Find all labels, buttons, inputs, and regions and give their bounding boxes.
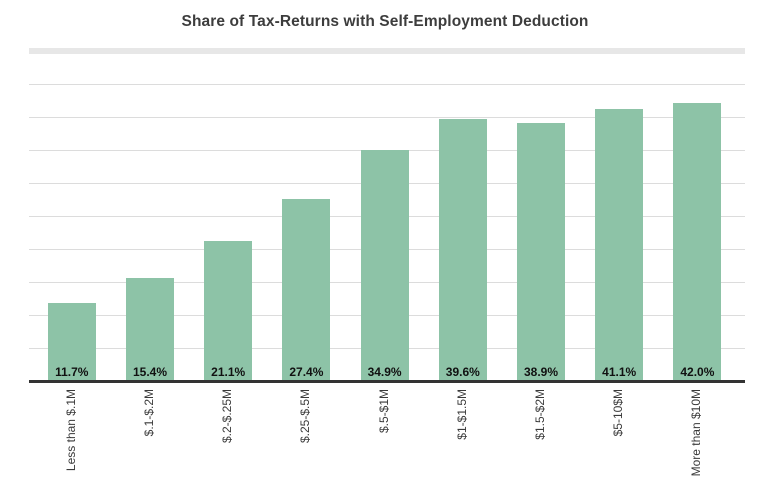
x-axis-category-label: Less than $.1M: [63, 389, 78, 472]
bar: [438, 119, 487, 380]
bar-value-label: 38.9%: [523, 365, 559, 379]
bar-value-label: 41.1%: [602, 365, 637, 379]
bar-value-label: 39.6%: [445, 365, 480, 379]
bar: [360, 150, 409, 380]
x-axis-category-label: $.2-$.25M: [220, 389, 235, 444]
x-axis-category-label: $.1-$.2M: [142, 389, 156, 437]
x-axis-category-label: $1.5-$2M: [533, 389, 547, 440]
x-axis-category-label: $.5-$1M: [376, 389, 391, 434]
chart-title: Share of Tax-Returns with Self-Employmen…: [181, 13, 589, 30]
gridline-45: [29, 83, 745, 85]
bar: [517, 123, 565, 380]
bar-value-label: 11.7%: [55, 365, 89, 379]
x-axis-line: [29, 380, 745, 383]
bar: [595, 109, 644, 380]
bar: [204, 241, 253, 380]
bar-value-label: 27.4%: [289, 365, 324, 379]
bar-value-label: 21.1%: [211, 365, 246, 379]
bar-value-label: 15.4%: [132, 365, 168, 379]
bar: [673, 103, 722, 380]
bar: [47, 303, 96, 380]
grid-band-50: [29, 48, 745, 54]
bar: [126, 278, 174, 380]
x-axis-category-label: More than $10M: [689, 389, 704, 477]
bar-value-label: 34.9%: [367, 365, 402, 379]
bar: [282, 199, 331, 380]
x-axis-category-label: $1-$1.5M: [454, 389, 469, 440]
x-axis-category-label: $.25-$.5M: [298, 389, 313, 444]
x-axis-category-label: $5-10$M: [611, 389, 626, 437]
gridline-40: [29, 116, 745, 118]
bar-value-label: 42.0%: [680, 365, 715, 379]
